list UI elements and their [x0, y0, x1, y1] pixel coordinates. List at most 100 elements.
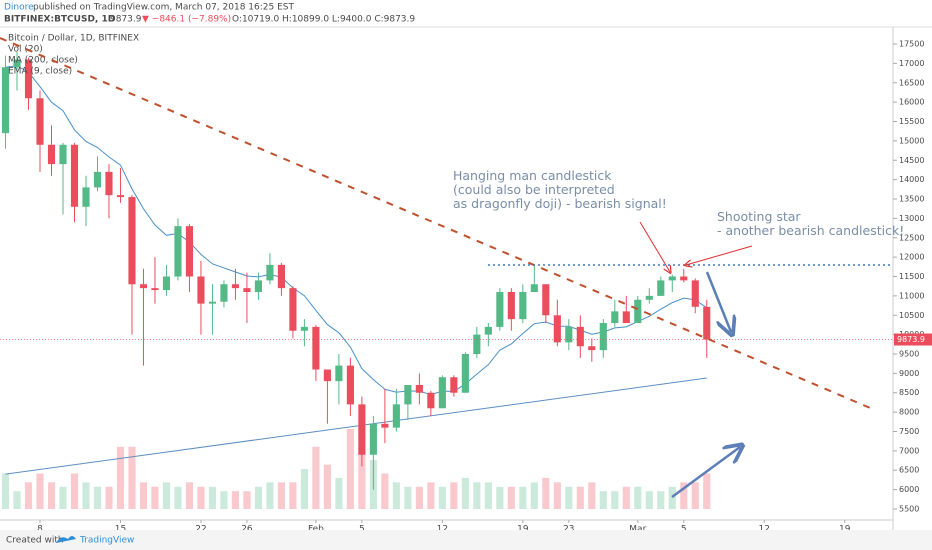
y-tick-label: 15000 [899, 136, 924, 145]
x-tick-label: 22 [195, 525, 206, 535]
candle-body [611, 311, 619, 324]
y-tick-label: 14000 [899, 175, 924, 184]
volume-bar [657, 491, 665, 509]
volume-bar [36, 473, 44, 509]
last-price-box [894, 333, 932, 346]
candle-body [519, 292, 527, 320]
candle-body [427, 392, 435, 409]
y-tick-label: 11500 [899, 272, 924, 281]
author[interactable]: Dinore [4, 3, 34, 13]
volume-bar [530, 482, 538, 509]
candle-body [668, 276, 676, 281]
footer-bar [0, 530, 932, 550]
candle-body [116, 195, 125, 198]
volume-bar [208, 486, 217, 509]
candle-body [312, 326, 320, 370]
arrow [705, 271, 731, 332]
candle-body [565, 326, 573, 343]
footer-created: Created with [6, 536, 64, 546]
arrow [671, 447, 740, 499]
volume-bar [680, 482, 688, 509]
volume-bar [565, 486, 573, 509]
candle-body [174, 226, 182, 277]
candle-body [415, 384, 423, 393]
ema-line [5, 65, 708, 396]
y-tick-label: 16500 [899, 78, 924, 87]
candle-body [59, 144, 67, 165]
volume-bar [392, 482, 400, 509]
candle-body [703, 306, 711, 340]
volume-bar [312, 446, 320, 509]
x-tick-label: 5 [681, 525, 687, 535]
annotation-line: as dragonfly doji) - bearish signal! [453, 196, 667, 211]
volume-bar [128, 446, 136, 509]
x-tick-label: 23 [563, 525, 574, 535]
x-tick-label: 12 [437, 525, 448, 535]
volume-bar [519, 486, 527, 509]
change: ▼ −846.1 (−7.89%) [142, 15, 231, 25]
volume-bar [576, 486, 584, 509]
volume-bar [450, 482, 458, 509]
volume-bar [473, 482, 481, 509]
annotation-line: Shooting star [717, 209, 801, 224]
volume-bar [231, 491, 239, 509]
volume-bar [335, 477, 343, 509]
y-tick-label: 17500 [899, 40, 924, 49]
candle-body [185, 226, 194, 277]
x-tick-label: 19 [517, 525, 529, 535]
last-price-label: 9873.9 [897, 335, 925, 344]
y-tick-label: 17000 [899, 59, 924, 68]
candle-body [622, 311, 630, 324]
candle-body [254, 280, 262, 293]
candle-body [381, 423, 389, 428]
annotation: Hanging man candlestick (could also be in… [453, 168, 667, 211]
y-tick-label: 8000 [899, 408, 919, 417]
candle-body [151, 288, 159, 291]
candle-body [300, 326, 308, 331]
annotation: Shooting star - another bearish candlesti… [717, 209, 904, 238]
y-tick-label: 12000 [899, 253, 924, 262]
y-tick-label: 13000 [899, 214, 924, 223]
volume-bar [59, 486, 67, 509]
y-tick-label: 9000 [899, 369, 919, 378]
x-tick-label: 26 [241, 525, 253, 535]
candle-body [438, 377, 446, 409]
x-tick-label: 5 [359, 525, 365, 535]
candle-body [128, 197, 136, 285]
candle-body [461, 354, 469, 393]
candle-body [82, 187, 90, 207]
volume-bar [93, 486, 102, 509]
candle-body [277, 264, 285, 289]
y-tick-label: 15500 [899, 117, 924, 126]
candle-body [220, 284, 228, 302]
candle-body [162, 276, 171, 291]
volume-bar [185, 482, 194, 509]
candle-body [657, 280, 665, 296]
footer-brand[interactable]: TradingView [79, 536, 134, 546]
candle-body [289, 288, 297, 331]
volume-bar [139, 482, 148, 509]
logo [56, 536, 76, 543]
candle-body [323, 369, 331, 382]
volume-bar [323, 464, 331, 509]
volume-bar [266, 482, 274, 509]
volume-bar [70, 473, 79, 509]
volume-bar [542, 477, 550, 509]
legend-vol: Vol (20) [8, 45, 43, 55]
y-tick-label: 6500 [899, 466, 919, 475]
volume-bar [438, 486, 446, 509]
candle-body [634, 299, 642, 324]
volume-bar [599, 491, 607, 509]
candle-body [13, 59, 21, 68]
volume-bar [691, 482, 699, 509]
candle-body [369, 423, 377, 455]
volume-bar [611, 491, 619, 509]
volume-bar [254, 486, 262, 509]
candle-body [231, 284, 239, 289]
candle-body [680, 276, 688, 281]
y-tick-label: 5500 [899, 504, 919, 513]
trend-line [0, 37, 876, 411]
candle-body [47, 144, 56, 165]
volume-bar [197, 486, 205, 509]
